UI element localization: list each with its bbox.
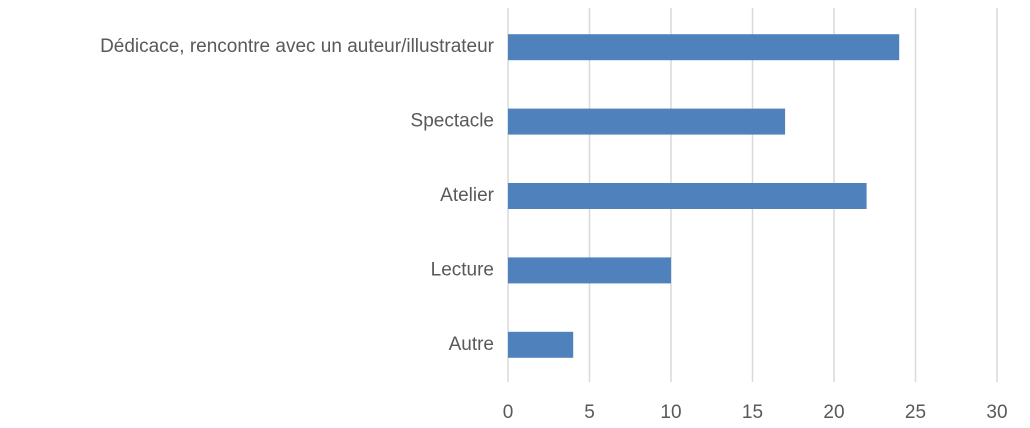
x-tick-label: 25 xyxy=(905,402,926,423)
y-tick-label: Dédicace, rencontre avec un auteur/illus… xyxy=(100,36,495,57)
x-tick-label: 15 xyxy=(742,402,763,423)
x-tick-label: 20 xyxy=(823,402,844,423)
y-tick-label: Autre xyxy=(449,334,494,355)
y-tick-label: Atelier xyxy=(440,185,495,206)
y-tick-label: Lecture xyxy=(431,259,494,280)
y-tick-label: Spectacle xyxy=(411,111,494,132)
bar xyxy=(508,108,786,135)
x-tick-label: 10 xyxy=(660,402,681,423)
bar xyxy=(508,34,900,61)
bar xyxy=(508,257,671,284)
x-tick-label: 0 xyxy=(503,402,514,423)
bar xyxy=(508,331,574,358)
bar xyxy=(508,183,867,209)
x-tick-label: 30 xyxy=(986,402,1007,423)
x-tick-label: 5 xyxy=(584,402,595,423)
